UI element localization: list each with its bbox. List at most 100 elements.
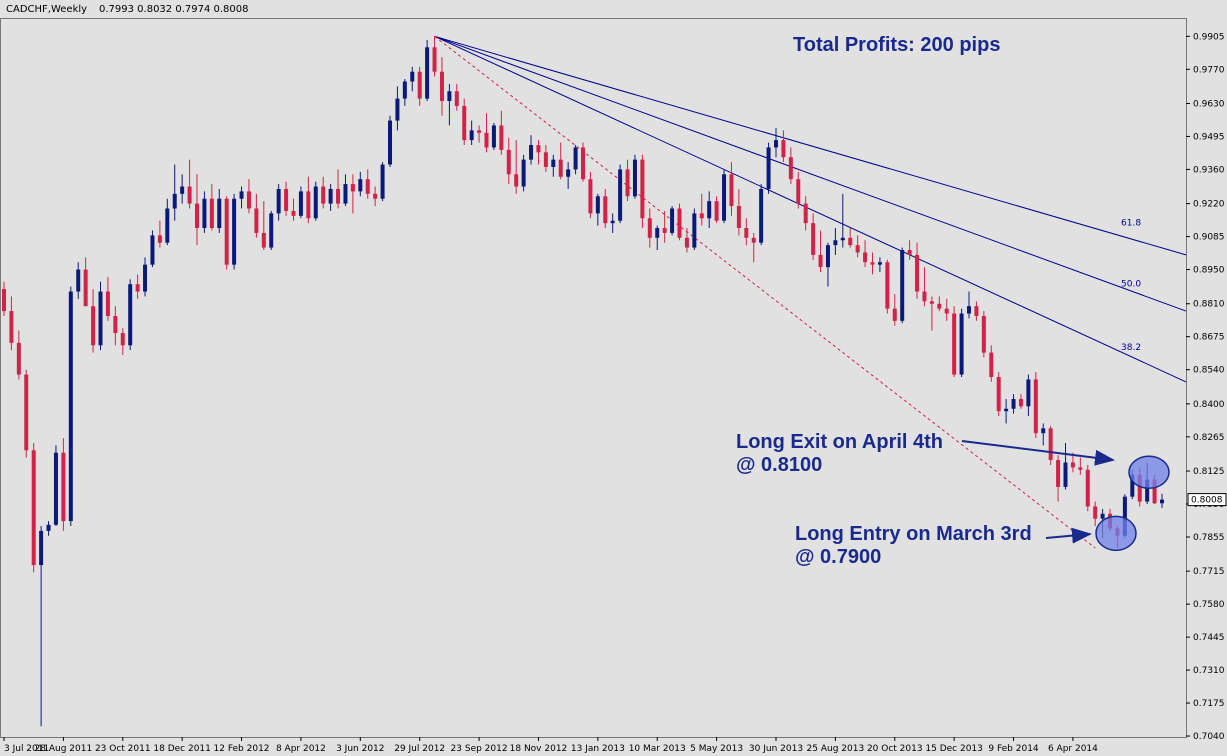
plot-frame (0, 18, 1187, 738)
x-tick-label: 18 Dec 2011 (153, 744, 211, 754)
y-tick-label: 0.8810 (1193, 300, 1225, 310)
entry-arrow (1045, 527, 1092, 544)
candle-body (425, 47, 430, 99)
fib-fan-level-label: 61.8 (1121, 219, 1141, 229)
x-tick-label: 30 Jun 2013 (749, 744, 803, 754)
candle-body (981, 315, 986, 353)
candle-body (298, 191, 303, 216)
candle-body (284, 188, 289, 211)
candle-body (677, 208, 682, 238)
candle-body (521, 159, 526, 187)
candle-body (31, 450, 36, 566)
candle-body (395, 98, 400, 121)
candle-body (1033, 379, 1038, 434)
x-tick-label: 5 May 2013 (690, 744, 743, 754)
y-tick-label: 0.8400 (1193, 400, 1225, 410)
candle-body (306, 191, 311, 219)
candle-body (1018, 398, 1023, 407)
y-tick-label: 0.9495 (1193, 132, 1225, 142)
candle-body (863, 252, 868, 263)
candle-body (729, 174, 734, 207)
candle-body (336, 188, 341, 204)
candle-body (959, 313, 964, 375)
candle-body (618, 169, 623, 221)
y-tick-label: 0.9085 (1193, 233, 1225, 243)
candle-body (454, 91, 459, 106)
candle-body (825, 245, 830, 268)
long-entry-price-annotation: @ 0.7900 (795, 546, 881, 568)
candle-body (358, 179, 363, 192)
x-tick-label: 8 Apr 2012 (276, 744, 326, 754)
x-tick-label: 28 Aug 2011 (35, 744, 93, 754)
candle-body (699, 213, 704, 219)
candle-body (1026, 379, 1031, 407)
candle-body (1048, 428, 1053, 461)
candle-body (922, 291, 927, 302)
candle-body (885, 262, 890, 309)
candle-body (9, 311, 14, 343)
candle-body (929, 301, 934, 304)
candle-body (1078, 467, 1083, 470)
candle-body (2, 289, 6, 312)
candle-body (892, 308, 897, 321)
candle-body (410, 71, 415, 82)
candle-body (722, 174, 727, 221)
candle-body (246, 191, 251, 209)
entry-marker-circle (1095, 515, 1137, 552)
y-tick-label: 0.9905 (1193, 32, 1225, 42)
y-tick-label: 0.8540 (1193, 366, 1225, 376)
candle-body (944, 308, 949, 314)
candle-body (269, 213, 274, 248)
candle-body (1041, 428, 1046, 434)
chart-ohlc-readout: 0.7993 0.8032 0.7974 0.8008 (99, 4, 249, 15)
candle-body (900, 250, 905, 321)
candle-body (833, 240, 838, 246)
x-tick-label: 23 Sep 2012 (451, 744, 508, 754)
candle-body (68, 291, 73, 522)
candle-body (967, 306, 971, 314)
candle-body (996, 377, 1001, 412)
long-exit-price-annotation: @ 0.8100 (736, 454, 822, 476)
y-tick-label: 0.7445 (1193, 633, 1225, 643)
candle-body (224, 198, 229, 265)
candle-body (328, 188, 333, 204)
candle-body (46, 524, 51, 531)
candle-body (484, 132, 489, 148)
x-tick-label: 10 Mar 2013 (629, 744, 686, 754)
candle-body (870, 262, 875, 265)
candle-body (143, 264, 148, 292)
candle-body (625, 169, 630, 197)
candle-body (53, 452, 58, 525)
candle-body (536, 144, 541, 153)
candle-body (788, 157, 793, 180)
candle-body (172, 193, 177, 209)
candle-body (670, 208, 675, 233)
candle-body (603, 196, 608, 224)
candle-body (655, 228, 660, 238)
x-tick-label: 15 Dec 2013 (925, 744, 983, 754)
candle-body (365, 179, 370, 194)
candle-body (1056, 460, 1061, 487)
candle-body (662, 228, 667, 233)
candle-body (91, 306, 96, 346)
candle-body (759, 188, 764, 243)
candle-body (692, 213, 697, 248)
candle-body (432, 47, 437, 72)
x-tick-label: 13 Jan 2013 (571, 744, 625, 754)
candle-body (610, 220, 615, 224)
candle-body (261, 232, 266, 248)
candle-body (313, 186, 318, 219)
candle-body (855, 245, 860, 253)
y-tick-label: 0.9630 (1193, 99, 1225, 109)
exit-marker-circle (1128, 455, 1170, 490)
candle-body (135, 284, 140, 292)
candle-body (209, 198, 214, 229)
x-tick-label: 3 Jun 2012 (336, 744, 384, 754)
fib-fan-line (434, 35, 1187, 383)
x-tick-label: 12 Feb 2012 (214, 744, 270, 754)
candle-body (157, 235, 162, 243)
candle-body (551, 159, 556, 167)
candle-body (766, 147, 771, 189)
